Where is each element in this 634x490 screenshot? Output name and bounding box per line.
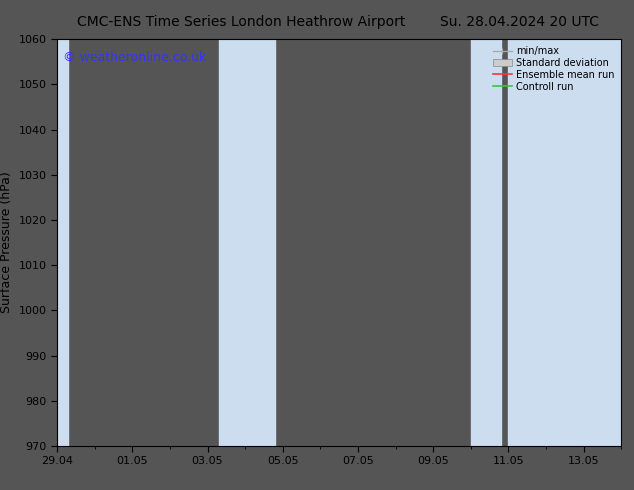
Bar bbox=[245, 39, 275, 446]
Bar bbox=[57, 39, 68, 446]
Bar bbox=[219, 39, 245, 446]
Y-axis label: Surface Pressure (hPa): Surface Pressure (hPa) bbox=[0, 172, 13, 314]
Bar bbox=[508, 39, 621, 446]
Text: CMC-ENS Time Series London Heathrow Airport: CMC-ENS Time Series London Heathrow Airp… bbox=[77, 15, 405, 29]
Text: © weatheronline.co.uk: © weatheronline.co.uk bbox=[63, 51, 206, 64]
Bar bbox=[471, 39, 501, 446]
Text: Su. 28.04.2024 20 UTC: Su. 28.04.2024 20 UTC bbox=[441, 15, 599, 29]
Legend: min/max, Standard deviation, Ensemble mean run, Controll run: min/max, Standard deviation, Ensemble me… bbox=[491, 44, 616, 94]
